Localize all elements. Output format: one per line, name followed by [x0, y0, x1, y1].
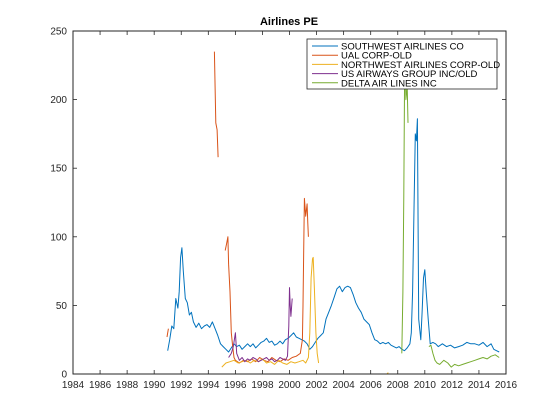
legend-label: DELTA AIR LINES INC [341, 78, 437, 89]
x-tick-label: 2012 [441, 380, 464, 391]
x-tick-label: 2014 [468, 380, 491, 391]
x-tick-label: 1992 [170, 380, 193, 391]
legend-box [306, 38, 498, 90]
series-line-2-0 [221, 256, 320, 368]
x-tick-label: 1988 [116, 380, 139, 391]
x-tick-label: 1990 [143, 380, 166, 391]
x-tick-label: 1984 [62, 380, 85, 391]
legend-label: NORTHWEST AIRLINES CORP-OLD [341, 60, 500, 71]
y-tick-label: 0 [61, 370, 67, 381]
x-tick-label: 2008 [387, 380, 410, 391]
x-tick-label: 2002 [305, 380, 328, 391]
y-tick-label: 150 [50, 164, 67, 175]
chart-title: Airlines PE [260, 16, 318, 28]
series-line-1-0 [166, 328, 169, 338]
legend-label: UAL CORP-OLD [341, 51, 412, 62]
x-tick-label: 1986 [89, 380, 112, 391]
series-line-3-0 [228, 287, 293, 363]
series-line-0-0 [167, 118, 500, 353]
x-tick-label: 2000 [278, 380, 301, 391]
series-line-1-1 [213, 51, 219, 158]
x-tick-label: 2010 [414, 380, 437, 391]
x-tick-label: 1998 [251, 380, 274, 391]
x-tick-label: 2006 [360, 380, 383, 391]
legend-label: US AIRWAYS GROUP INC/OLD [341, 69, 478, 80]
series-line-4-1 [428, 344, 500, 368]
x-tick-label: 1996 [224, 380, 247, 391]
ticks-layer: 1984 1986 1988 1990 1992 1994 1996 1998 2000 2002… [50, 27, 517, 392]
series-line-1-2 [224, 197, 309, 364]
x-tick-label: 2004 [333, 380, 356, 391]
y-tick-label: 50 [56, 301, 68, 312]
x-tick-label: 1994 [197, 380, 220, 391]
y-tick-label: 250 [50, 27, 67, 38]
series-layer [166, 44, 500, 375]
legend-label: SOUTHWEST AIRLINES CO [341, 42, 464, 53]
y-tick-label: 100 [50, 232, 67, 243]
x-tick-label: 2016 [495, 380, 518, 391]
y-tick-label: 200 [50, 95, 67, 106]
